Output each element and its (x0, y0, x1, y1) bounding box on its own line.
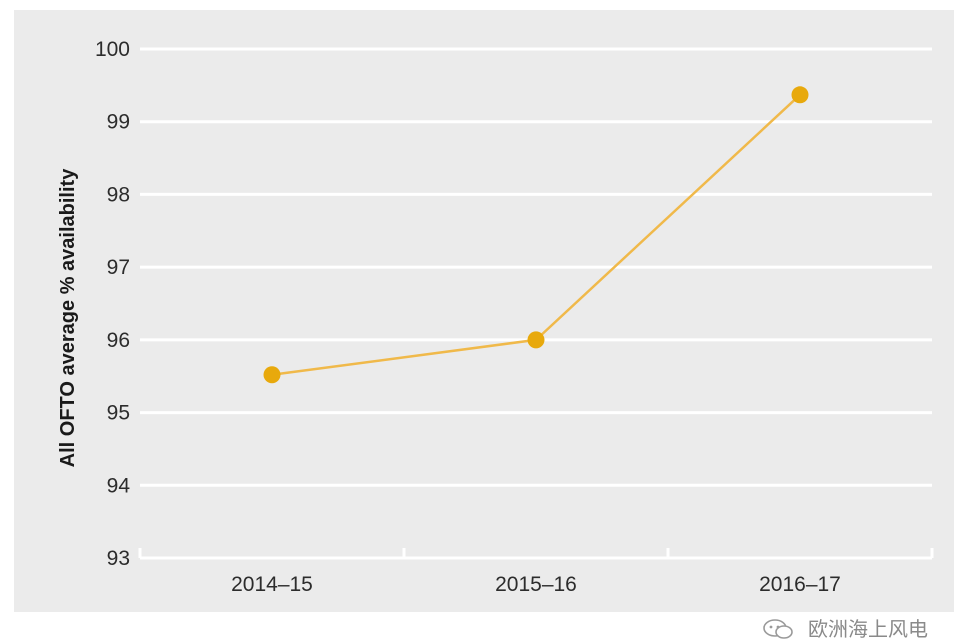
y-tick-labels: 93 94 95 96 97 98 99 100 (95, 38, 130, 570)
data-point (263, 366, 281, 384)
y-axis-title: All OFTO average % availability (57, 168, 79, 468)
y-tick-label: 96 (107, 329, 130, 352)
x-tick-label: 2016–17 (759, 573, 841, 596)
plot-background (14, 10, 954, 612)
x-tick-labels: 2014–15 2015–16 2016–17 (231, 573, 841, 596)
data-point (527, 331, 545, 349)
x-tick-marks (138, 548, 934, 558)
data-series (263, 86, 809, 384)
x-tick-label: 2015–16 (495, 573, 577, 596)
x-tick-label: 2014–15 (231, 573, 313, 596)
y-tick-label: 94 (107, 474, 131, 497)
y-tick-label: 93 (107, 547, 130, 570)
data-point (791, 86, 809, 104)
y-tick-label: 98 (107, 183, 130, 206)
y-tick-label: 100 (95, 38, 130, 61)
y-tick-label: 97 (107, 256, 130, 279)
gridlines (140, 47, 932, 560)
y-tick-label: 95 (107, 402, 130, 425)
y-tick-label: 99 (107, 111, 130, 134)
wechat-icon (763, 619, 793, 639)
watermark-text: 欧洲海上风电 (808, 617, 928, 641)
watermark: 欧洲海上风电 (763, 617, 928, 641)
